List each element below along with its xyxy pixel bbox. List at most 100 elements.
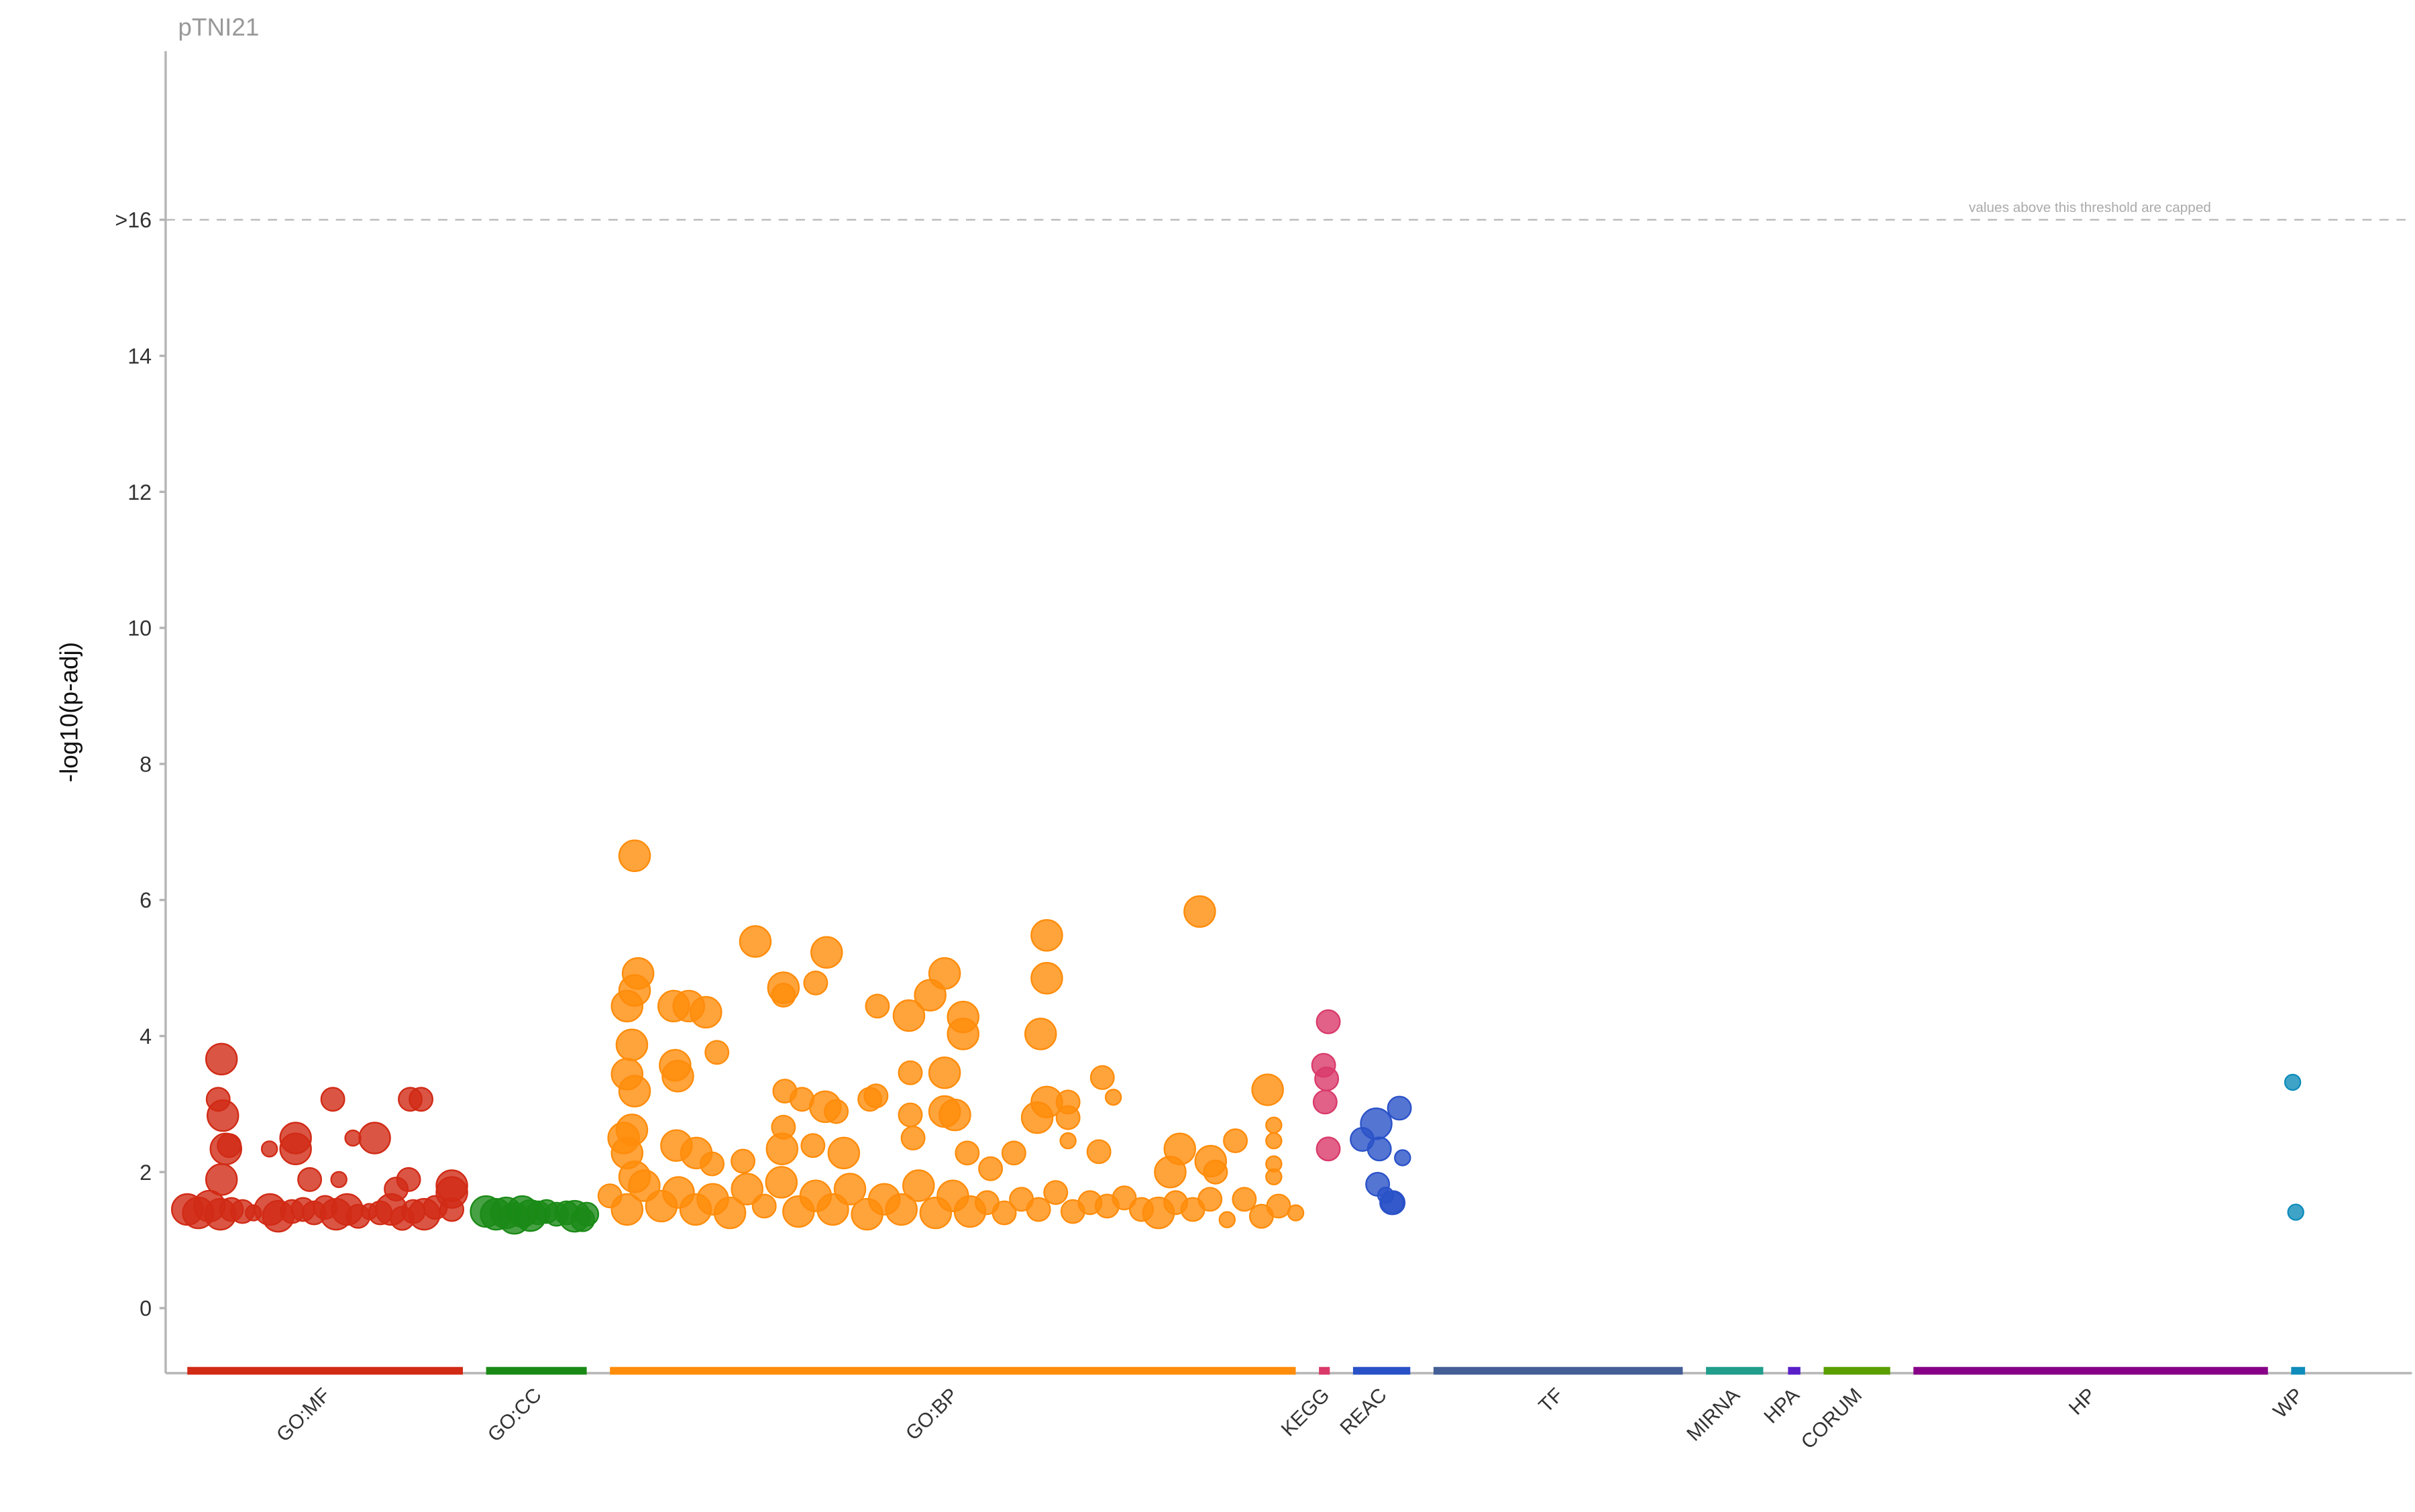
term-point-go-bp[interactable] — [739, 925, 772, 958]
term-point-go-bp[interactable] — [1055, 1105, 1081, 1130]
x-tick-label: HP — [2065, 1384, 2100, 1419]
term-point-go-bp[interactable] — [803, 970, 828, 995]
term-point-go-bp[interactable] — [928, 1056, 961, 1089]
term-point-go-mf[interactable] — [205, 1042, 238, 1076]
term-point-go-bp[interactable] — [902, 1169, 935, 1202]
term-point-go-bp[interactable] — [1203, 1159, 1228, 1185]
term-point-go-bp[interactable] — [1112, 1185, 1137, 1211]
term-point-go-mf[interactable] — [206, 1099, 239, 1132]
term-point-go-mf[interactable] — [358, 1122, 391, 1154]
term-point-go-bp[interactable] — [863, 1083, 889, 1109]
term-point-go-mf[interactable] — [260, 1140, 278, 1158]
term-point-go-bp[interactable] — [751, 1193, 777, 1219]
term-point-go-bp[interactable] — [661, 1060, 694, 1093]
term-point-go-bp[interactable] — [1232, 1187, 1257, 1212]
source-bar-go-bp — [610, 1366, 1296, 1375]
term-point-go-bp[interactable] — [991, 1200, 1017, 1226]
term-point-go-bp[interactable] — [731, 1173, 763, 1205]
term-point-go-bp[interactable] — [900, 1126, 926, 1151]
term-point-go-bp[interactable] — [947, 1018, 979, 1050]
term-point-kegg[interactable] — [1312, 1089, 1338, 1115]
term-point-go-bp[interactable] — [1001, 1140, 1026, 1166]
threshold-label: values above this threshold are capped — [1969, 200, 2211, 215]
term-point-go-bp[interactable] — [765, 1132, 799, 1165]
term-point-kegg[interactable] — [1316, 1009, 1341, 1034]
term-point-go-bp[interactable] — [618, 1075, 651, 1108]
term-point-go-bp[interactable] — [615, 1028, 649, 1061]
term-point-go-bp[interactable] — [1197, 1187, 1223, 1212]
term-point-reac[interactable] — [1394, 1149, 1411, 1167]
term-point-go-bp[interactable] — [607, 1122, 640, 1154]
term-point-go-bp[interactable] — [1183, 895, 1216, 928]
x-tick-label: TF — [1535, 1384, 1568, 1417]
term-point-go-bp[interactable] — [1218, 1211, 1236, 1228]
term-point-go-bp[interactable] — [1287, 1204, 1305, 1222]
term-point-go-bp[interactable] — [898, 1102, 923, 1128]
y-tick-label: 14 — [127, 344, 152, 368]
term-point-go-mf[interactable] — [297, 1167, 323, 1192]
term-point-go-bp[interactable] — [1030, 962, 1063, 995]
term-point-kegg[interactable] — [1314, 1066, 1340, 1091]
term-point-go-bp[interactable] — [610, 1193, 644, 1226]
term-point-go-mf[interactable] — [320, 1087, 345, 1112]
term-point-go-bp[interactable] — [1030, 919, 1063, 952]
term-point-go-mf[interactable] — [205, 1163, 238, 1196]
term-point-go-bp[interactable] — [1043, 1180, 1069, 1205]
term-point-go-bp[interactable] — [955, 1140, 980, 1166]
term-point-go-bp[interactable] — [1265, 1116, 1283, 1134]
term-point-go-mf[interactable] — [344, 1129, 362, 1147]
x-tick-label: REAC — [1336, 1384, 1391, 1439]
term-point-reac[interactable] — [1366, 1136, 1392, 1162]
term-point-go-bp[interactable] — [700, 1151, 725, 1177]
source-bar-hpa — [1788, 1366, 1801, 1375]
term-point-go-bp[interactable] — [810, 936, 843, 969]
term-point-go-bp[interactable] — [1104, 1089, 1122, 1106]
y-tick-label: 8 — [140, 752, 152, 776]
term-point-go-bp[interactable] — [1086, 1139, 1112, 1165]
term-point-go-bp[interactable] — [704, 1040, 730, 1065]
term-point-go-mf[interactable] — [209, 1132, 242, 1165]
term-point-go-bp[interactable] — [833, 1173, 867, 1205]
term-point-go-bp[interactable] — [1223, 1128, 1248, 1154]
term-point-go-bp[interactable] — [1026, 1197, 1051, 1222]
term-point-go-bp[interactable] — [713, 1196, 747, 1230]
term-point-wp[interactable] — [2284, 1073, 2302, 1091]
term-point-go-bp[interactable] — [827, 1136, 861, 1170]
term-point-go-bp[interactable] — [928, 1095, 961, 1128]
x-tick-label: WP — [2269, 1384, 2308, 1423]
term-point-go-mf[interactable] — [409, 1087, 434, 1112]
term-point-go-bp[interactable] — [824, 1099, 849, 1124]
term-point-go-bp[interactable] — [765, 1166, 798, 1199]
term-point-go-bp[interactable] — [892, 999, 926, 1032]
term-point-go-mf[interactable] — [330, 1171, 347, 1189]
term-point-go-bp[interactable] — [898, 1060, 923, 1085]
term-point-go-bp[interactable] — [885, 1193, 918, 1226]
term-point-go-mf[interactable] — [279, 1132, 312, 1165]
term-point-go-bp[interactable] — [618, 839, 651, 872]
term-point-go-bp[interactable] — [800, 1133, 826, 1158]
term-point-go-bp[interactable] — [1251, 1073, 1284, 1106]
term-point-go-mf[interactable] — [439, 1197, 465, 1222]
term-point-go-cc[interactable] — [574, 1201, 600, 1227]
term-point-go-bp[interactable] — [1154, 1156, 1187, 1189]
term-point-go-bp[interactable] — [690, 995, 722, 1029]
term-point-go-bp[interactable] — [928, 957, 961, 990]
term-point-go-bp[interactable] — [1059, 1132, 1077, 1150]
term-point-wp[interactable] — [2287, 1203, 2304, 1221]
y-tick-label: 6 — [140, 888, 152, 912]
term-point-go-bp[interactable] — [771, 983, 796, 1008]
term-point-go-bp[interactable] — [1266, 1193, 1291, 1219]
term-point-go-bp[interactable] — [1089, 1065, 1115, 1090]
term-point-reac[interactable] — [1387, 1095, 1412, 1121]
term-point-go-bp[interactable] — [731, 1148, 756, 1174]
term-point-go-bp[interactable] — [618, 974, 651, 1007]
term-point-kegg[interactable] — [1316, 1136, 1341, 1162]
y-tick-label: 2 — [140, 1160, 152, 1185]
term-point-go-bp[interactable] — [1024, 1018, 1057, 1050]
term-point-reac[interactable] — [1381, 1190, 1406, 1216]
term-point-go-bp[interactable] — [1265, 1132, 1283, 1150]
term-point-go-bp[interactable] — [1265, 1168, 1283, 1186]
term-point-go-bp[interactable] — [978, 1156, 1004, 1181]
term-point-go-bp[interactable] — [1020, 1101, 1054, 1134]
term-point-go-bp[interactable] — [865, 993, 890, 1019]
